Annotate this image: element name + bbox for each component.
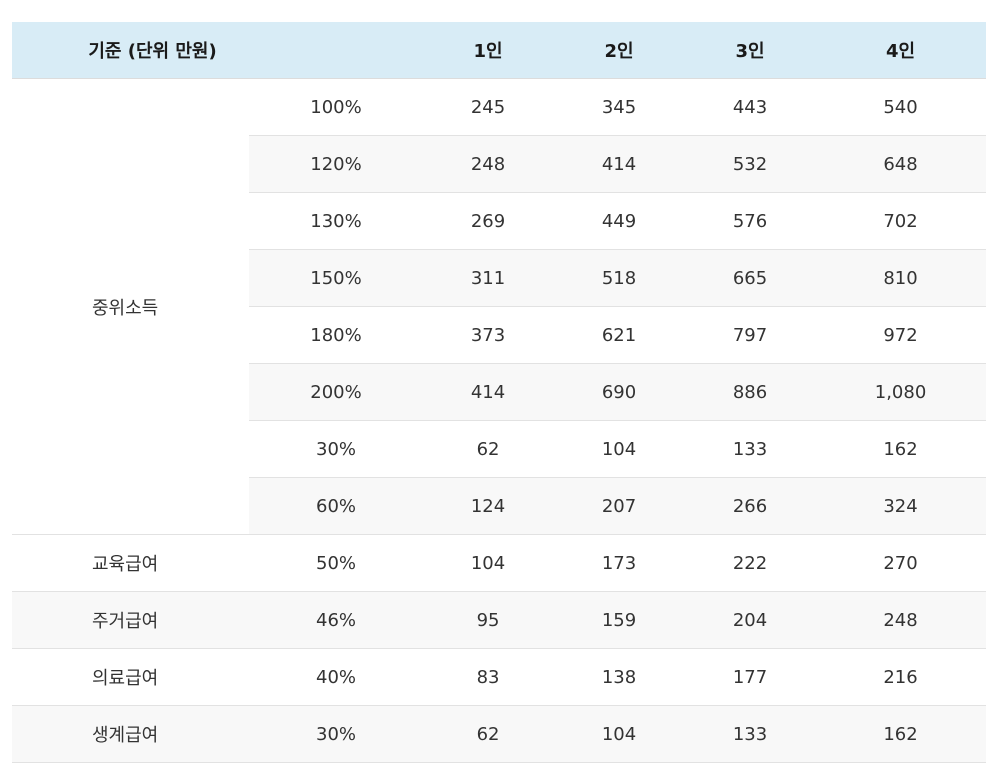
percent-cell: 120% [249,135,424,193]
benefit-label: 교육급여 [12,534,249,592]
value-cell: 373 [423,306,554,364]
value-cell: 162 [815,705,987,763]
header-criteria: 기준 (단위 만원) [12,22,424,79]
percent-cell: 60% [249,477,424,535]
value-cell: 62 [423,705,554,763]
value-cell: 518 [553,249,686,307]
table-row: 200% 414 690 886 1,080 [12,363,987,421]
value-cell: 104 [553,705,686,763]
value-cell: 324 [815,477,987,535]
value-cell: 702 [815,192,987,250]
table-row: 의료급여 40% 83 138 177 216 [12,648,987,706]
benefit-label: 주거급여 [12,591,249,649]
percent-cell: 130% [249,192,424,250]
value-cell: 269 [423,192,554,250]
value-cell: 177 [685,648,816,706]
value-cell: 133 [685,705,816,763]
percent-cell: 30% [249,420,424,478]
percent-cell: 40% [249,648,424,706]
value-cell: 266 [685,477,816,535]
value-cell: 207 [553,477,686,535]
header-2-person: 2인 [553,22,686,79]
value-cell: 270 [815,534,987,592]
value-cell: 665 [685,249,816,307]
table-header-row: 기준 (단위 만원) 1인 2인 3인 4인 [12,22,987,79]
header-3-person: 3인 [685,22,816,79]
benefit-label: 의료급여 [12,648,249,706]
value-cell: 248 [815,591,987,649]
table-row: 생계급여 30% 62 104 133 162 [12,705,987,763]
percent-cell: 46% [249,591,424,649]
value-cell: 443 [685,78,816,136]
value-cell: 95 [423,591,554,649]
table-row: 교육급여 50% 104 173 222 270 [12,534,987,592]
value-cell: 133 [685,420,816,478]
value-cell: 690 [553,363,686,421]
value-cell: 414 [423,363,554,421]
value-cell: 138 [553,648,686,706]
value-cell: 222 [685,534,816,592]
value-cell: 216 [815,648,987,706]
value-cell: 83 [423,648,554,706]
value-cell: 248 [423,135,554,193]
value-cell: 173 [553,534,686,592]
value-cell: 1,080 [815,363,987,421]
header-1-person: 1인 [423,22,554,79]
value-cell: 576 [685,192,816,250]
value-cell: 532 [685,135,816,193]
value-cell: 159 [553,591,686,649]
value-cell: 124 [423,477,554,535]
table-row: 180% 373 621 797 972 [12,306,987,364]
value-cell: 972 [815,306,987,364]
value-cell: 204 [685,591,816,649]
table-row: 중위소득 100% 245 345 443 540 [12,78,987,535]
table-row: 150% 311 518 665 810 [12,249,987,307]
table-row: 주거급여 46% 95 159 204 248 [12,591,987,649]
median-income-label: 중위소득 [12,78,249,535]
table-row: 30% 62 104 133 162 [12,420,987,478]
value-cell: 810 [815,249,987,307]
table-row: 120% 248 414 532 648 [12,135,987,193]
value-cell: 648 [815,135,987,193]
percent-cell: 150% [249,249,424,307]
table-row: 130% 269 449 576 702 [12,192,987,250]
value-cell: 797 [685,306,816,364]
value-cell: 311 [423,249,554,307]
value-cell: 886 [685,363,816,421]
percent-cell: 50% [249,534,424,592]
value-cell: 104 [423,534,554,592]
header-4-person: 4인 [815,22,987,79]
value-cell: 104 [553,420,686,478]
benefit-label: 생계급여 [12,705,249,763]
percent-cell: 30% [249,705,424,763]
table-row: 60% 124 207 266 324 [12,477,987,535]
value-cell: 162 [815,420,987,478]
percent-cell: 200% [249,363,424,421]
value-cell: 414 [553,135,686,193]
value-cell: 245 [423,78,554,136]
percent-cell: 180% [249,306,424,364]
value-cell: 540 [815,78,987,136]
value-cell: 621 [553,306,686,364]
percent-cell: 100% [249,78,424,136]
value-cell: 62 [423,420,554,478]
value-cell: 449 [553,192,686,250]
value-cell: 345 [553,78,686,136]
income-threshold-table: 기준 (단위 만원) 1인 2인 3인 4인 중위소득 100% 245 345… [12,22,987,763]
